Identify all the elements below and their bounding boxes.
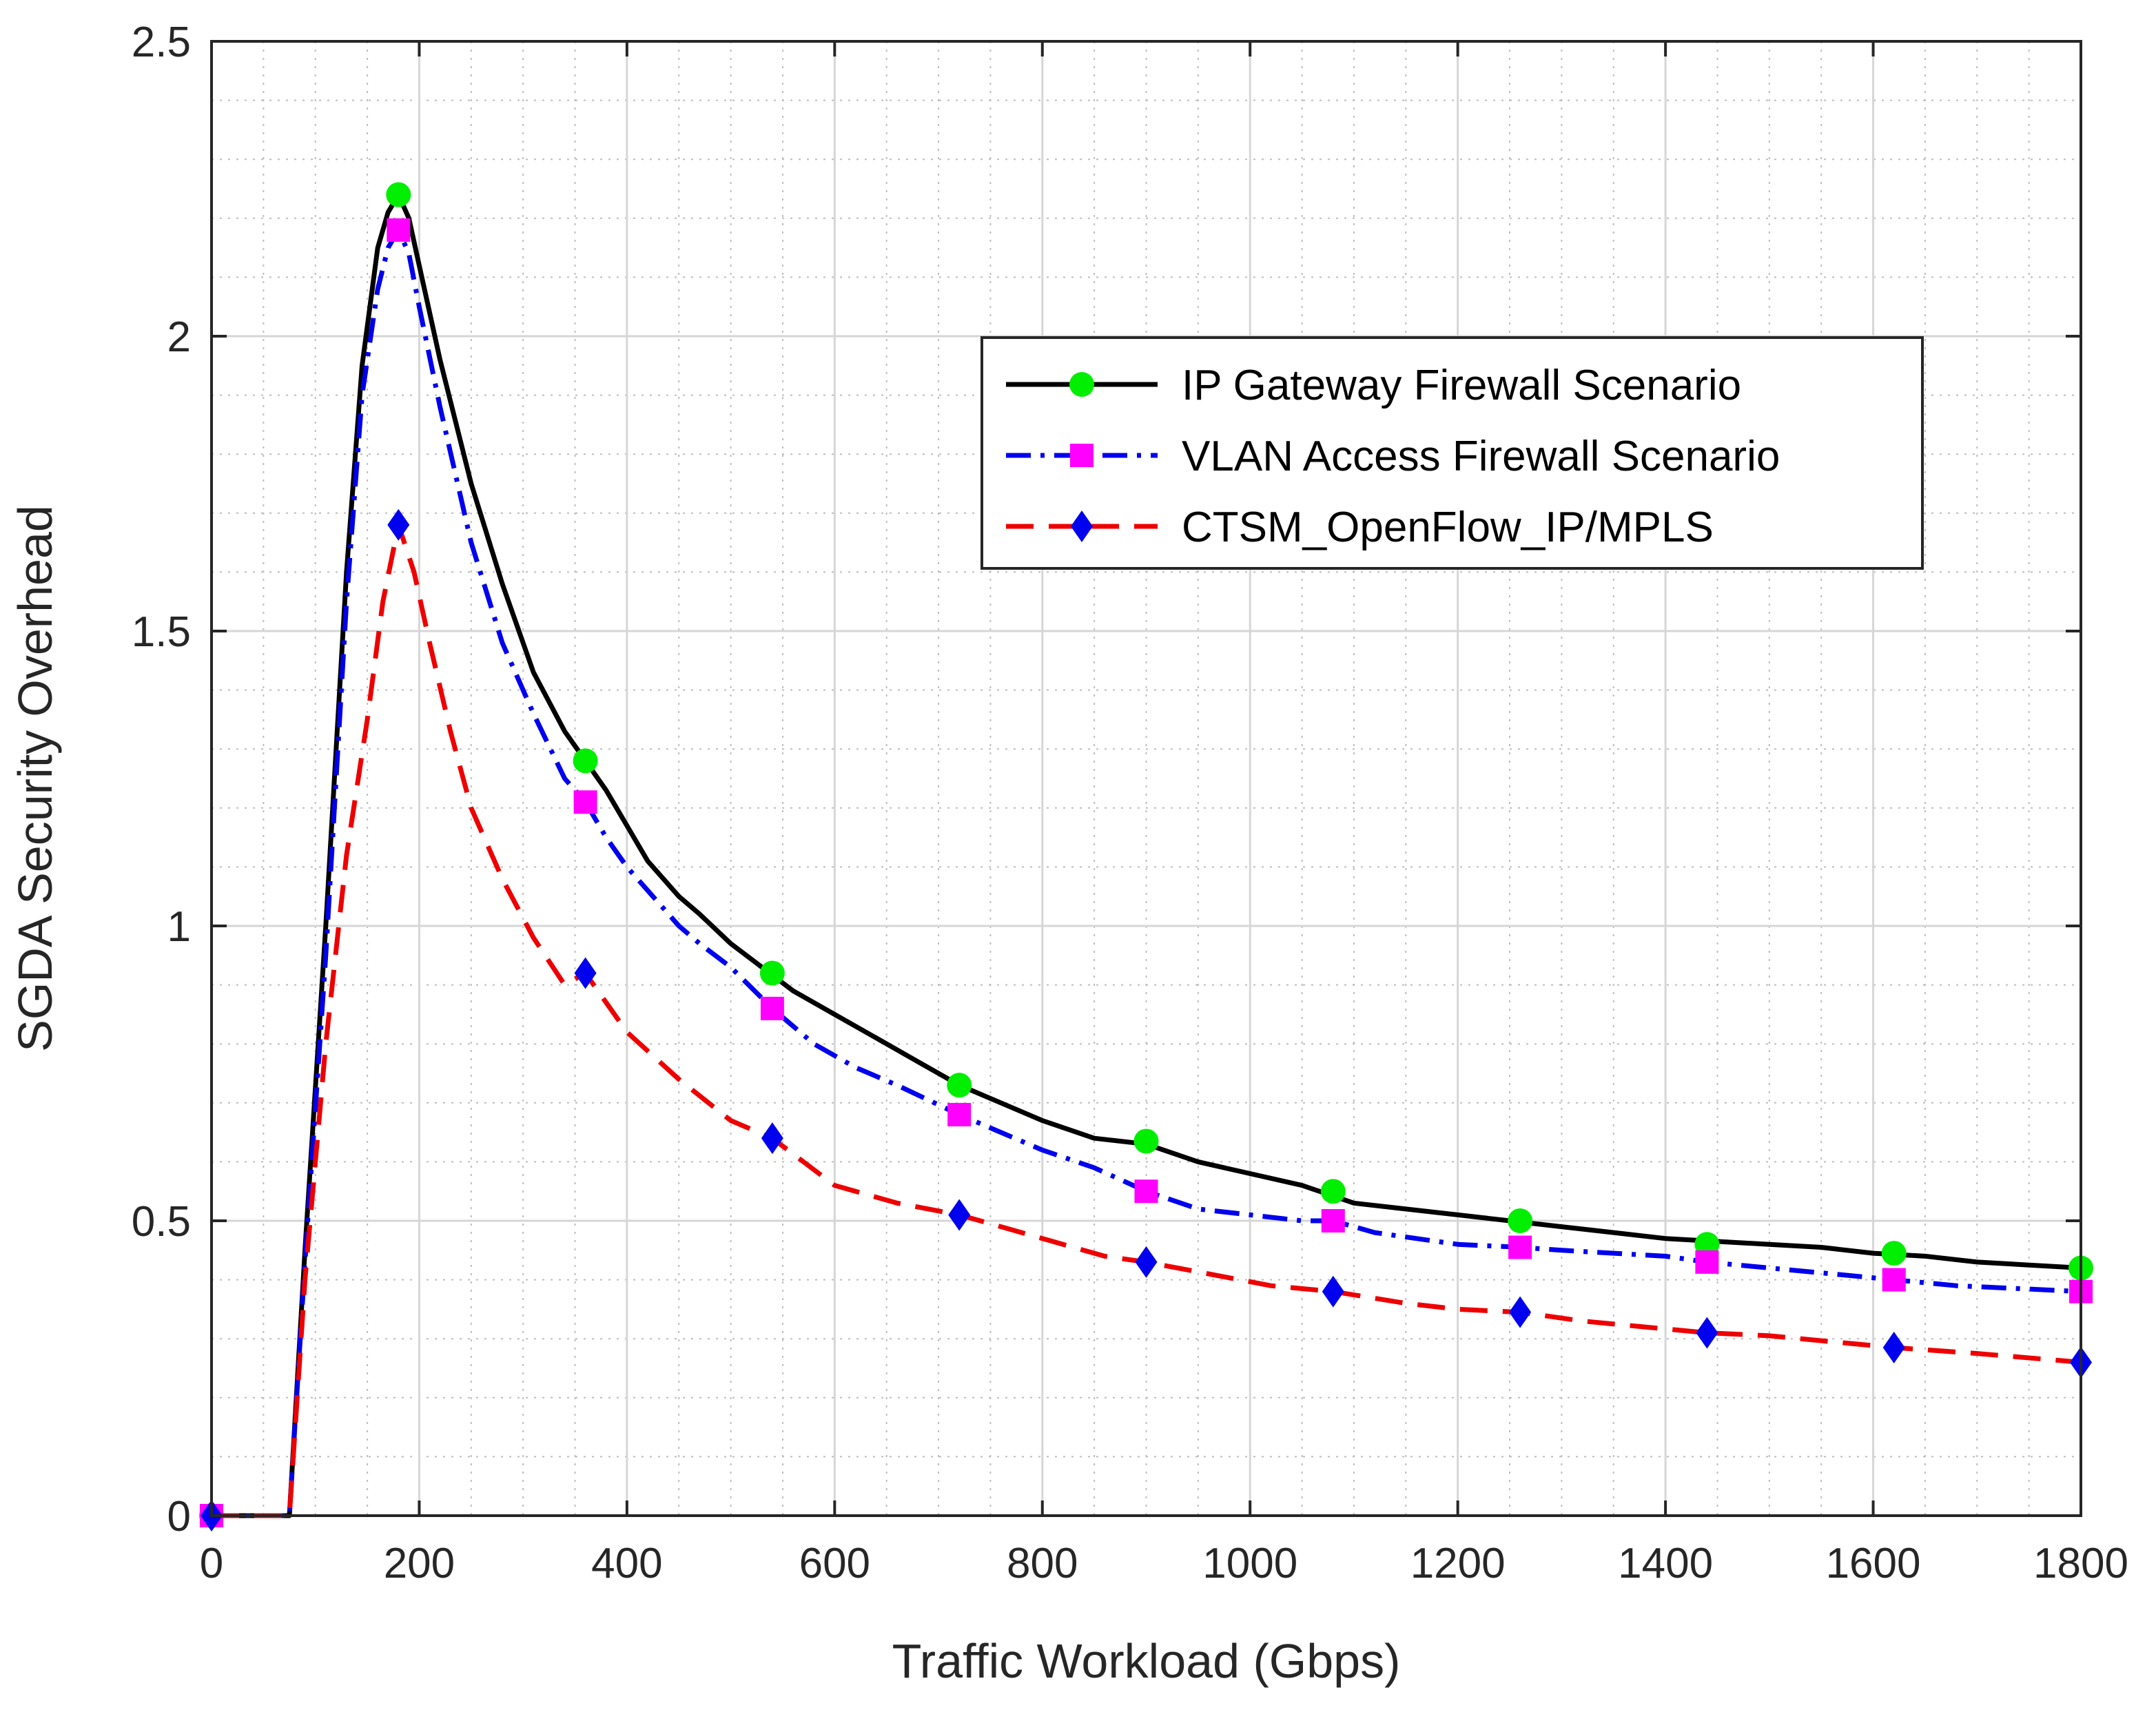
y-tick-label: 2.5 [132,19,191,66]
data-point-2 [760,996,784,1020]
data-point-1 [1320,1179,1346,1204]
legend: IP Gateway Firewall Scenario VLAN Access … [981,336,1924,570]
legend-marker-2 [1070,444,1094,467]
y-tick-label: 0 [167,1493,191,1540]
legend-label-3: CTSM_OpenFlow_IP/MPLS [1182,504,1714,551]
plot-frame [210,40,2082,1517]
data-point-2 [947,1102,972,1126]
data-point-1 [947,1073,972,1098]
legend-label-2: VLAN Access Firewall Scenario [1182,433,1780,480]
legend-marker-3 [1071,510,1093,542]
legend-label-1: IP Gateway Firewall Scenario [1182,362,1741,409]
series-layer [199,182,2093,1531]
y-tick-label: 1 [167,903,191,951]
legend-marker-1 [1069,372,1094,397]
data-point-3 [1135,1246,1158,1278]
series-line-2 [212,227,2082,1518]
data-point-2 [1134,1179,1158,1204]
data-point-2 [1508,1235,1532,1259]
data-point-2 [1321,1209,1345,1233]
data-point-3 [1322,1275,1344,1308]
data-point-3 [1882,1332,1905,1364]
y-tick-label: 0.5 [132,1198,191,1246]
y-tick-label: 2 [167,313,191,361]
data-point-3 [948,1199,971,1231]
x-tick-label: 1200 [1410,1540,1506,1587]
data-point-3 [761,1122,783,1155]
data-point-2 [387,218,411,242]
data-point-2 [1695,1250,1719,1274]
x-tick-label: 0 [200,1540,223,1587]
y-tick-labels: 0 0.5 1 1.5 2 2.5 [132,19,191,1540]
y-axis-label: SGDA Security Overhead [8,505,62,1052]
series-3 [201,508,2092,1531]
data-point-1 [1881,1241,1907,1266]
data-point-1 [759,960,785,986]
data-point-1 [1508,1208,1533,1233]
x-axis-label: Traffic Workload (Gbps) [892,1634,1401,1688]
data-point-3 [1696,1317,1718,1349]
data-point-2 [1882,1268,1906,1292]
data-point-1 [573,748,598,774]
x-tick-label: 800 [1007,1540,1078,1587]
data-point-2 [573,790,597,814]
x-tick-labels: 0 200 400 600 800 1000 1200 1400 1600 1800 [200,1540,2128,1587]
x-tick-label: 200 [384,1540,455,1587]
x-tick-label: 600 [799,1540,870,1587]
x-tick-label: 1800 [2033,1540,2128,1587]
x-tick-label: 1400 [1618,1540,1713,1587]
data-point-3 [387,508,410,541]
series-line-3 [212,522,2082,1518]
x-tick-label: 1600 [1826,1540,1921,1587]
x-tick-label: 400 [591,1540,662,1587]
axis-ticks [210,40,2082,1517]
data-point-3 [574,957,597,989]
data-point-3 [1509,1296,1532,1328]
x-tick-label: 1000 [1202,1540,1297,1587]
y-tick-label: 1.5 [132,608,191,656]
data-point-1 [1133,1128,1159,1154]
data-point-1 [386,182,411,207]
